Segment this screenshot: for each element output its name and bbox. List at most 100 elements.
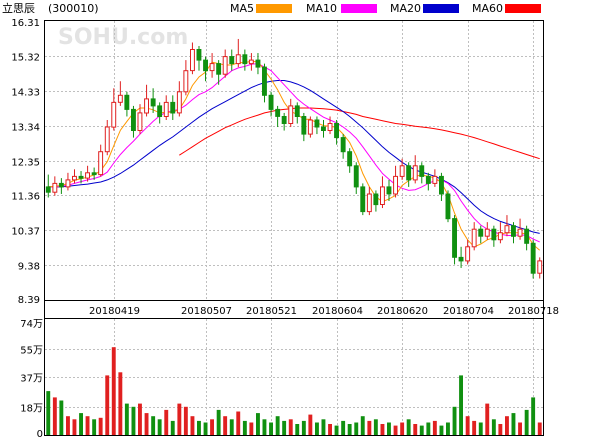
candle-body-down (229, 56, 235, 65)
ma-legend: MA5 MA10 MA20 MA60 (230, 2, 541, 15)
candle-body-down (275, 108, 281, 117)
candle-body-up (393, 175, 399, 195)
volume-bar (315, 422, 319, 435)
legend-ma10-swatch (341, 4, 377, 13)
candle-body-down (314, 119, 320, 128)
volume-bar (531, 397, 536, 435)
price-tick-label: 12.35 (11, 158, 40, 169)
date-tick-label: 20180718 (508, 306, 559, 317)
volume-bar (256, 413, 260, 435)
candle-body-down (150, 98, 156, 107)
candle-body-up (366, 193, 372, 213)
candle-body-down (216, 63, 222, 75)
ma10-line-group (48, 63, 540, 243)
volume-bar (236, 411, 241, 435)
legend-ma60-label: MA60 (472, 2, 503, 15)
candle-body-down (321, 126, 326, 131)
candle-body-up (327, 123, 333, 131)
candle-body-down (262, 66, 267, 96)
volume-bar (511, 413, 516, 435)
candle-body-up (209, 63, 215, 72)
volume-bar (518, 422, 522, 435)
volume-bar (105, 375, 110, 435)
candle-body-down (78, 175, 84, 179)
legend-ma60-swatch (505, 4, 541, 13)
candle-body-down (281, 116, 287, 124)
volume-bar (465, 416, 470, 435)
candlestick-series (45, 38, 543, 279)
volume-bar (301, 420, 306, 435)
candle-body-down (347, 151, 353, 167)
candle-body-down (530, 242, 536, 274)
volume-bar (321, 419, 326, 435)
volume-bar (98, 417, 103, 435)
volume-bar (295, 424, 300, 435)
volume-bar (413, 424, 418, 435)
candle-body-up (497, 232, 503, 241)
volume-bar (177, 403, 182, 435)
volume-bar (138, 403, 142, 435)
volume-bar (183, 406, 188, 435)
candle-body-down (170, 101, 176, 114)
volume-bar (131, 406, 136, 435)
candle-body-down (294, 105, 300, 118)
volume-bar (66, 416, 70, 435)
volume-bar (387, 422, 391, 435)
candle-body-down (406, 165, 412, 181)
volume-bar (426, 422, 431, 435)
candle-body-down (45, 186, 51, 193)
candle-body-down (439, 175, 444, 195)
candle-body-down (491, 228, 497, 241)
volume-bar (85, 416, 90, 435)
candle-body-down (445, 193, 451, 220)
volume-bar (354, 422, 359, 435)
candle-body-up (504, 225, 510, 234)
candle-body-up (222, 56, 228, 75)
volume-bar (400, 422, 405, 435)
candle-body-down (131, 108, 136, 132)
date-tick-label: 20180620 (377, 306, 428, 317)
volume-bar (203, 422, 208, 435)
ma20-line (48, 80, 540, 234)
candle-body-up (190, 49, 195, 72)
volume-bar (498, 424, 503, 435)
volume-bar (288, 419, 293, 435)
volume-bar (524, 409, 529, 435)
ma5-line (48, 60, 541, 251)
candle-body-up (137, 112, 143, 132)
volume-bar (373, 419, 378, 435)
candle-body-down (478, 228, 484, 237)
candle-body-up (380, 186, 385, 205)
sohu-watermark: SOHU.com (58, 25, 188, 50)
candle-body-down (373, 193, 379, 206)
volume-bar (59, 400, 64, 435)
volume-bar (328, 424, 332, 435)
volume-bar (52, 397, 57, 435)
volume-bar (393, 425, 398, 435)
volume-bar (478, 422, 483, 435)
candle-body-up (537, 260, 543, 274)
candle-body-up (484, 228, 490, 237)
candle-body-down (360, 186, 366, 213)
volume-bar (432, 420, 437, 435)
candle-body-down (255, 59, 261, 68)
ma20-line-group (48, 80, 540, 234)
candle-body-down (268, 94, 274, 110)
candle-body-down (458, 256, 464, 262)
volume-bar (334, 425, 339, 435)
candle-body-up (183, 70, 189, 93)
candle-body-up (98, 151, 104, 176)
volume-bar (406, 419, 411, 435)
volume-y-axis: 74万 55万 37万 18万 0 (20, 319, 43, 440)
stock-code: (300010) (48, 2, 99, 15)
candle-body-down (340, 137, 346, 153)
volume-tick-label: 0 (37, 429, 43, 440)
date-axis: 20180419 20180507 20180521 20180604 20180620… (89, 306, 559, 317)
date-tick-label: 20180521 (246, 306, 297, 317)
volume-bar (491, 419, 496, 435)
volume-bar (446, 422, 450, 435)
legend-ma20-label: MA20 (390, 2, 421, 15)
volume-tick-label: 37万 (20, 374, 43, 385)
volume-bar (197, 420, 201, 435)
